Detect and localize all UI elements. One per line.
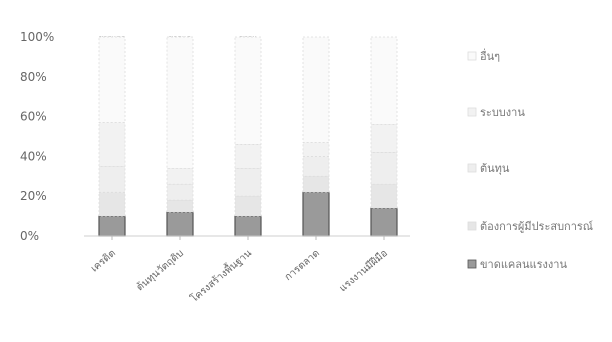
bar-segment (370, 207, 398, 237)
y-tick-label: 100% (20, 30, 54, 44)
bar-segment (98, 36, 126, 123)
legend-swatch (467, 51, 477, 61)
legend-swatch (467, 163, 477, 173)
bar-segment (302, 155, 330, 177)
bar-segment (302, 36, 330, 143)
bar-segment (302, 191, 330, 237)
bar-segment (166, 167, 194, 185)
bars (98, 36, 398, 237)
bar-segment (302, 142, 330, 157)
legend-swatch (467, 259, 477, 269)
category-label: เครดิต (89, 248, 118, 275)
bar-segment (98, 122, 126, 167)
bar-segment (98, 165, 126, 193)
category-label: การตลาด (283, 248, 322, 283)
legend-label: ขาดแคลนแรงงาน (480, 258, 567, 271)
bar-segment (166, 199, 194, 213)
y-axis: 0% 20% 40% 60% 80% 100% (20, 30, 54, 243)
y-tick-label: 80% (20, 70, 47, 84)
bar-segment (370, 124, 398, 153)
legend-label: ระบบงาน (480, 106, 525, 119)
bar-segment (370, 183, 398, 209)
y-tick-label: 40% (20, 149, 47, 163)
bar-segment (98, 215, 126, 237)
bar-segment (98, 191, 126, 217)
bar-segment (234, 195, 262, 217)
bar-segment (370, 152, 398, 185)
legend-label: ต้องการผู้มีประสบการณ์ (480, 220, 593, 233)
bar-segment (166, 211, 194, 237)
bar-segment (234, 144, 262, 169)
y-tick-label: 20% (20, 189, 47, 203)
category-label: โครงสร้างพื้นฐาน (187, 245, 254, 304)
y-tick-label: 60% (20, 110, 47, 124)
bar-segment (302, 175, 330, 193)
bar-segment (234, 215, 262, 237)
x-axis: เครดิต ต้นทุนวัตถุดิบ โครงสร้างพื้นฐาน การต… (84, 235, 410, 305)
legend-swatch (467, 221, 477, 231)
category-label: ต้นทุนวัตถุดิบ (134, 247, 186, 293)
bar-segment (166, 36, 194, 169)
bar-segment (234, 36, 262, 145)
bar-segment (234, 167, 262, 197)
legend-label: อื่นๆ (480, 48, 500, 63)
legend-label: ต้นทุน (480, 162, 510, 175)
bar-segment (166, 183, 194, 201)
category-label: แรงงานมีฝีมือ (337, 247, 390, 294)
y-tick-label: 0% (20, 229, 39, 243)
bar-segment (370, 36, 398, 125)
legend: อื่นๆระบบงานต้นทุนต้องการผู้มีประสบการณ์… (467, 48, 593, 271)
legend-swatch (467, 107, 477, 117)
